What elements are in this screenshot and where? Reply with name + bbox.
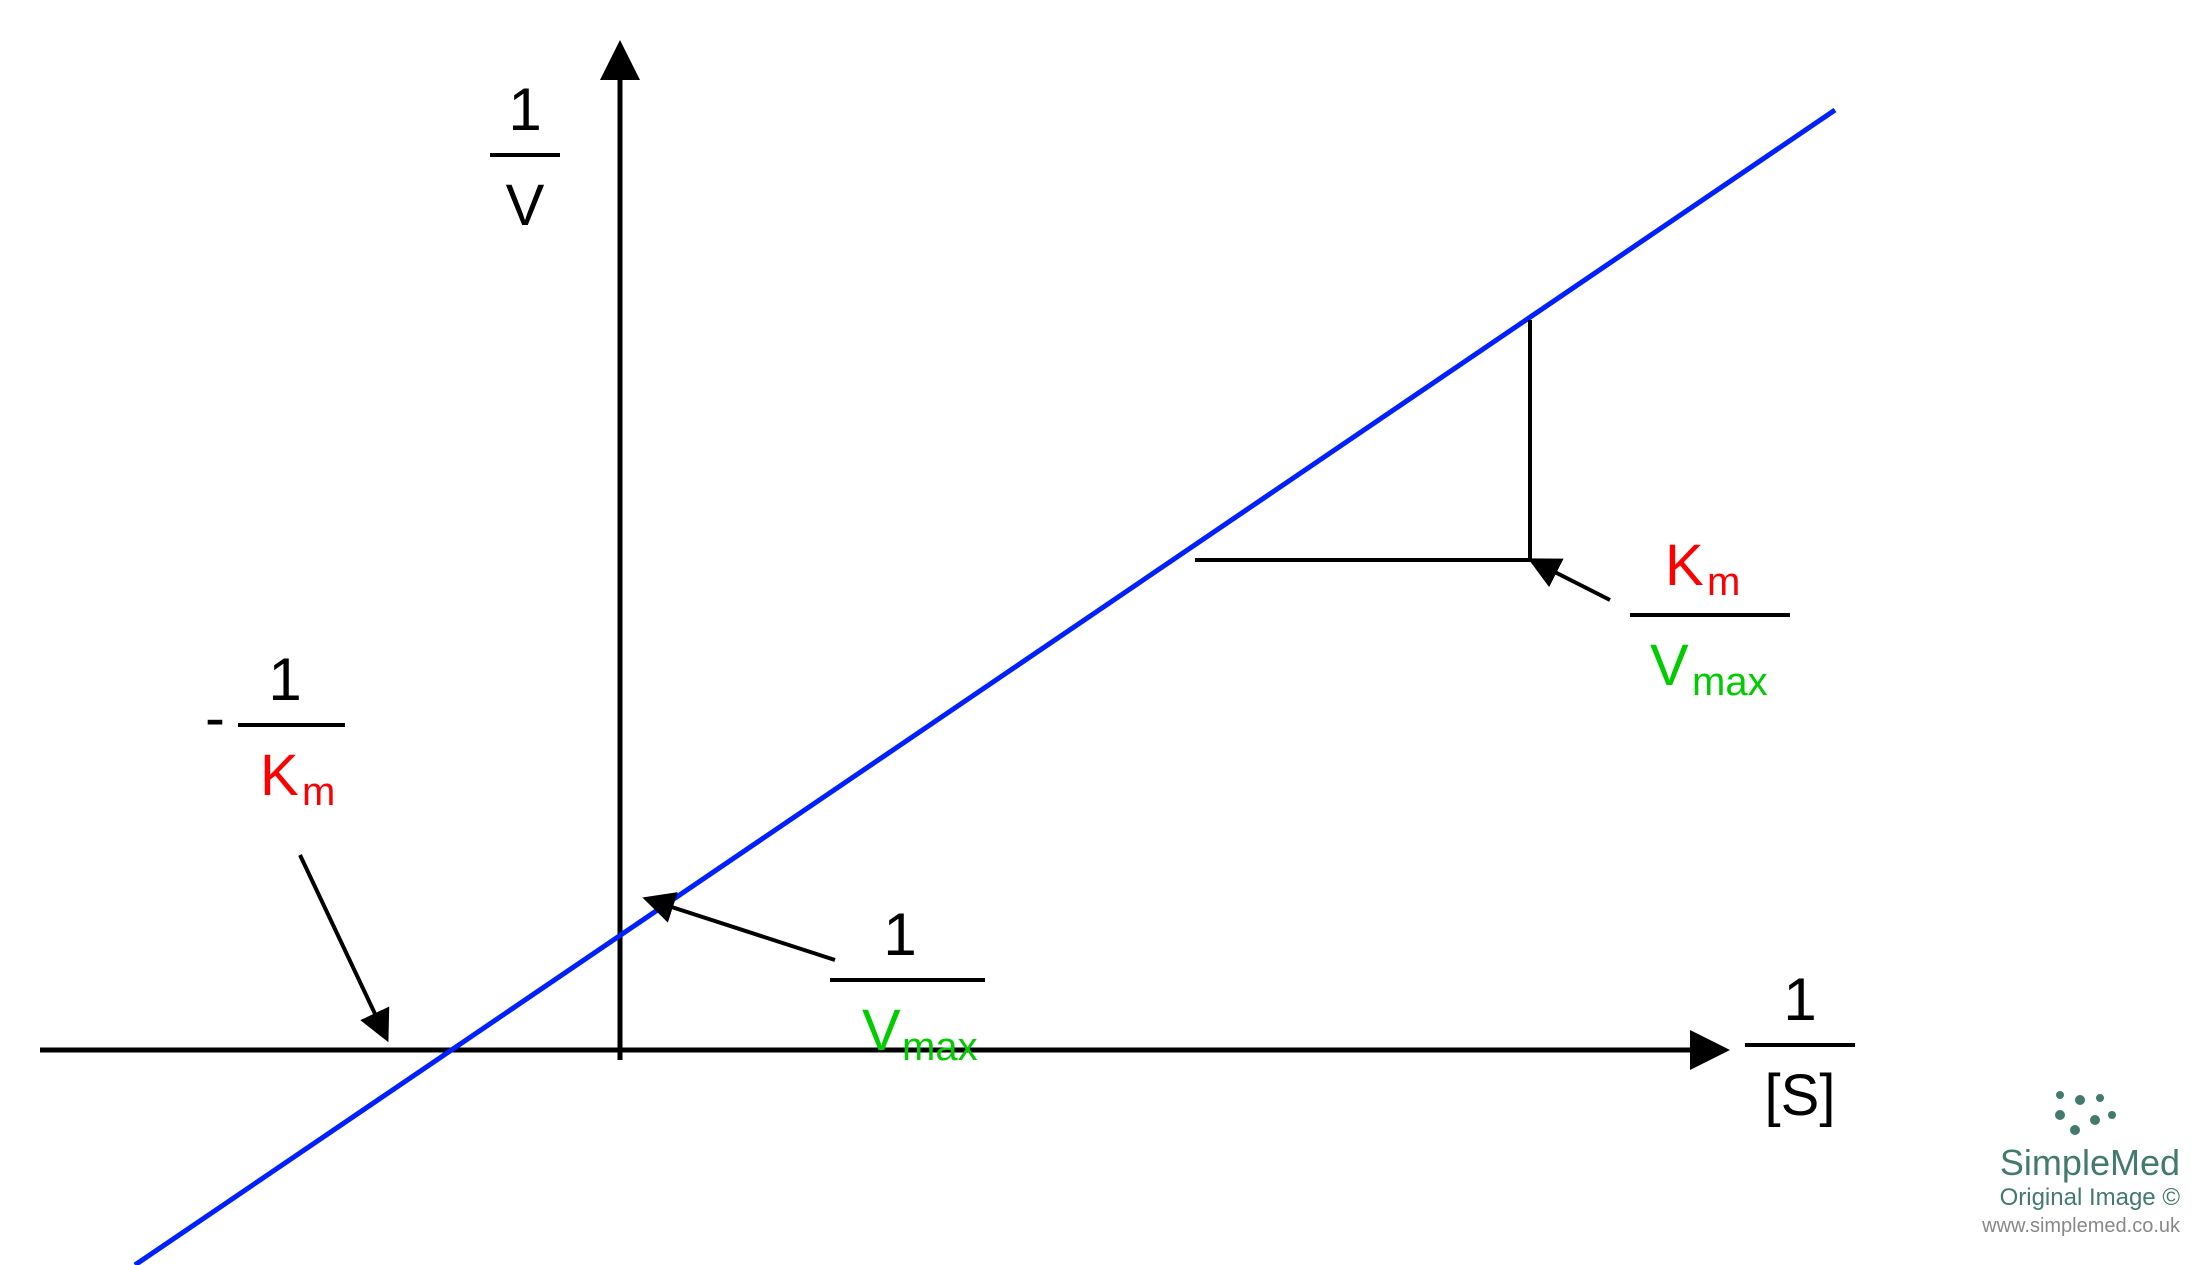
- x-axis-numerator: 1: [1783, 966, 1816, 1033]
- watermark: SimpleMed Original Image © www.simplemed…: [1981, 1091, 2181, 1237]
- x-intercept-denominator-k: K: [260, 743, 299, 808]
- x-axis-denominator: [S]: [1765, 1063, 1836, 1128]
- y-intercept-denominator-max: max: [902, 1025, 978, 1069]
- watermark-subtitle: Original Image ©: [2000, 1184, 2181, 1211]
- watermark-url: www.simplemed.co.uk: [1981, 1215, 2181, 1237]
- y-intercept-numerator: 1: [883, 901, 916, 968]
- slope-triangle: [1195, 320, 1530, 560]
- x-intercept-numerator: 1: [268, 646, 301, 713]
- y-intercept-label: 1 V max: [830, 901, 985, 1069]
- x-intercept-denominator-m: m: [302, 770, 335, 814]
- plot-svg: 1 V 1 [S] 1 V max - 1 K m K m V max: [0, 0, 2194, 1265]
- x-intercept-prefix: -: [205, 684, 225, 751]
- y-axis-denominator: V: [506, 173, 545, 238]
- y-intercept-denominator-v: V: [862, 998, 901, 1063]
- watermark-title: SimpleMed: [2000, 1142, 2180, 1183]
- slope-label: K m V max: [1630, 533, 1790, 704]
- slope-numerator-k: K: [1665, 533, 1704, 598]
- y-axis-numerator: 1: [508, 76, 541, 143]
- slope-denominator-max: max: [1692, 660, 1768, 704]
- slope-numerator-m: m: [1707, 560, 1740, 604]
- x-intercept-label: - 1 K m: [205, 646, 345, 814]
- x-axis-label: 1 [S]: [1745, 966, 1855, 1128]
- y-axis-label: 1 V: [490, 76, 560, 238]
- lineweaver-burk-plot: 1 V 1 [S] 1 V max - 1 K m K m V max: [0, 0, 2194, 1265]
- slope-arrow: [1535, 562, 1610, 600]
- y-intercept-arrow: [650, 900, 835, 960]
- x-intercept-arrow: [300, 855, 385, 1035]
- lineweaver-line: [135, 110, 1835, 1265]
- slope-denominator-v: V: [1650, 633, 1689, 698]
